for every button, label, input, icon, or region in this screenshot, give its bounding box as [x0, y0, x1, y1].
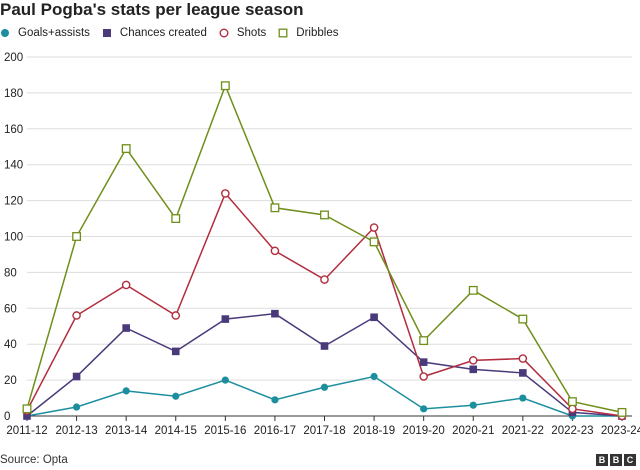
data-point: [270, 246, 280, 256]
y-tick-label: 60: [4, 303, 17, 315]
x-tick-label: 2021-22: [502, 425, 544, 437]
data-point: [171, 311, 181, 320]
data-point: [72, 232, 82, 241]
source-note: Source: Opta: [0, 454, 68, 466]
x-tick-label: 2012-13: [55, 425, 97, 437]
data-point: [518, 354, 528, 363]
y-tick-label: 40: [4, 339, 17, 351]
data-point: [617, 407, 627, 417]
data-point: [220, 81, 230, 91]
data-point: [320, 275, 329, 284]
y-tick-label: 140: [4, 160, 23, 172]
data-point: [221, 189, 230, 198]
data-point: [518, 314, 528, 324]
legend-item-dribbles: Dribbles: [278, 27, 338, 39]
x-tick-label: 2023-24: [601, 425, 640, 437]
y-tick-label: 200: [4, 52, 23, 64]
series-line-1: [26, 312, 623, 417]
data-point: [419, 358, 428, 366]
data-point: [469, 401, 477, 409]
data-point: [369, 237, 379, 247]
x-tick-label: 2020-21: [452, 425, 494, 437]
data-point: [419, 336, 429, 346]
y-tick-label: 20: [4, 375, 17, 387]
data-point: [320, 210, 329, 220]
data-point: [370, 313, 378, 322]
data-point: [122, 324, 130, 332]
data-point: [72, 372, 81, 381]
data-point: [468, 285, 478, 295]
data-point: [271, 309, 279, 318]
data-point: [369, 223, 379, 232]
logo-letter: C: [624, 454, 636, 466]
line-chart: 0 20 40 60 80 100 120 140 160 180 200 2011-12 2012-1…: [4, 52, 640, 437]
legend-marker-dribbles: [278, 28, 288, 38]
series-line-3: [26, 83, 623, 414]
data-point: [172, 392, 180, 400]
data-point: [121, 280, 131, 290]
x-tick-label: 2018-19: [353, 425, 395, 437]
legend-item-shots: Shots: [219, 27, 266, 39]
data-point: [122, 387, 130, 395]
x-tick-label: 2022-23: [551, 425, 593, 437]
legend-marker-goals-assists: [1, 29, 9, 37]
x-tick-label: 2017-18: [303, 425, 345, 437]
data-point: [568, 404, 577, 414]
logo-letter: B: [610, 454, 622, 466]
y-tick-label: 0: [4, 411, 10, 423]
x-tick-label: 2011-12: [6, 425, 47, 437]
y-tick-label: 80: [4, 267, 17, 279]
legend-marker-chances-created: [102, 29, 111, 37]
data-point: [171, 347, 180, 356]
legend-item-chances-created: Chances created: [102, 27, 207, 39]
x-tick-label: 2016-17: [254, 425, 296, 437]
data-point: [519, 369, 527, 377]
data-point: [270, 203, 280, 213]
legend-label-goals-assists: Goals+assists: [18, 27, 90, 39]
chart-title: Paul Pogba's stats per league season: [0, 0, 304, 19]
data-point: [370, 372, 378, 381]
x-tick-label: 2013-14: [105, 425, 148, 437]
data-point: [221, 376, 229, 384]
data-point: [271, 396, 279, 404]
data-point: [171, 214, 181, 223]
data-point: [320, 383, 329, 391]
legend-label-chances-created: Chances created: [119, 27, 207, 39]
bbc-logo: B B C: [596, 454, 636, 466]
series-line-0: [26, 375, 622, 417]
legend-label-shots: Shots: [236, 27, 267, 39]
data-point: [121, 144, 131, 153]
data-point: [23, 412, 31, 420]
data-point: [221, 315, 230, 323]
x-tick-label: 2014-15: [155, 425, 197, 437]
legend-item-goals-assists: Goals+assists: [0, 27, 90, 39]
data-point: [519, 394, 527, 402]
data-point: [320, 342, 329, 350]
x-tick-label: 2015-16: [204, 425, 246, 437]
data-point: [420, 405, 428, 413]
data-point: [72, 311, 81, 320]
data-point: [22, 404, 32, 414]
legend-marker-shots: [219, 28, 229, 38]
y-tick-label: 160: [4, 124, 23, 136]
data-point: [419, 372, 428, 381]
y-tick-label: 100: [4, 232, 23, 244]
data-point: [567, 397, 577, 407]
y-tick-label: 180: [4, 88, 23, 100]
data-point: [72, 403, 81, 411]
series-line-2: [26, 192, 623, 417]
y-tick-label: 120: [4, 196, 23, 208]
x-tick-label: 2019-20: [403, 425, 445, 437]
logo-letter: B: [596, 454, 608, 466]
legend: Goals+assists Chances created Shots Drib…: [0, 27, 350, 39]
data-point: [468, 356, 478, 365]
data-point: [469, 365, 478, 374]
legend-label-dribbles: Dribbles: [296, 27, 339, 39]
